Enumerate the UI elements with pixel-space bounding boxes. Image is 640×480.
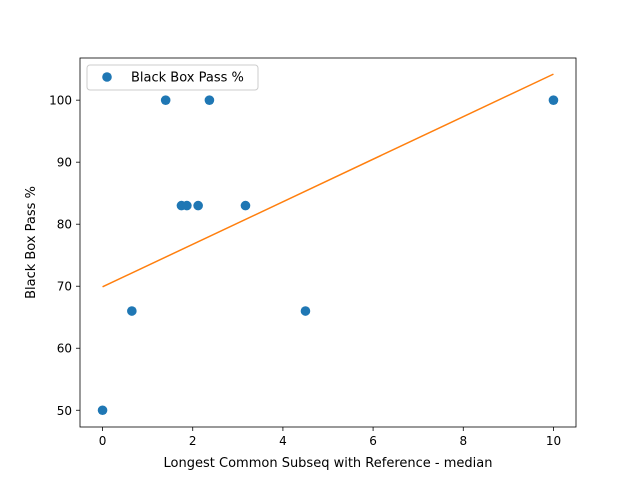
x-tick-label: 10 xyxy=(546,434,561,448)
legend: Black Box Pass % xyxy=(86,64,259,91)
data-point xyxy=(127,306,137,316)
y-axis-ticks: 50 60 70 80 90 100 xyxy=(49,94,80,418)
y-axis-label: Black Box Pass % xyxy=(24,186,39,299)
y-tick-label: 50 xyxy=(57,404,72,418)
data-points-layer xyxy=(97,95,559,416)
legend-frame xyxy=(86,64,259,91)
data-point xyxy=(300,306,311,316)
legend-marker-black-box-pass xyxy=(102,72,112,82)
data-point xyxy=(204,95,215,105)
x-axis-label: Longest Common Subseq with Reference - m… xyxy=(164,456,493,471)
data-point xyxy=(193,200,203,211)
data-point xyxy=(548,95,559,105)
x-tick-label: 8 xyxy=(459,434,467,448)
x-tick-label: 0 xyxy=(99,434,107,448)
trend-line-layer xyxy=(102,73,554,288)
data-point xyxy=(160,95,171,105)
data-point xyxy=(182,200,192,211)
plot-frame xyxy=(79,57,577,428)
x-tick-label: 6 xyxy=(369,434,377,448)
y-tick-label: 100 xyxy=(49,94,72,108)
data-point xyxy=(97,405,108,416)
y-tick-label: 60 xyxy=(57,342,72,356)
plot-area xyxy=(80,58,576,427)
x-axis-ticks: 0 2 4 6 8 10 xyxy=(99,427,561,448)
legend-label: Black Box Pass % xyxy=(131,71,244,86)
data-point xyxy=(240,200,251,211)
trend-line xyxy=(102,73,554,288)
y-tick-label: 80 xyxy=(57,218,72,232)
x-tick-label: 2 xyxy=(189,434,197,448)
x-tick-label: 4 xyxy=(279,434,287,448)
y-tick-label: 70 xyxy=(57,280,72,294)
y-tick-label: 90 xyxy=(57,156,72,170)
